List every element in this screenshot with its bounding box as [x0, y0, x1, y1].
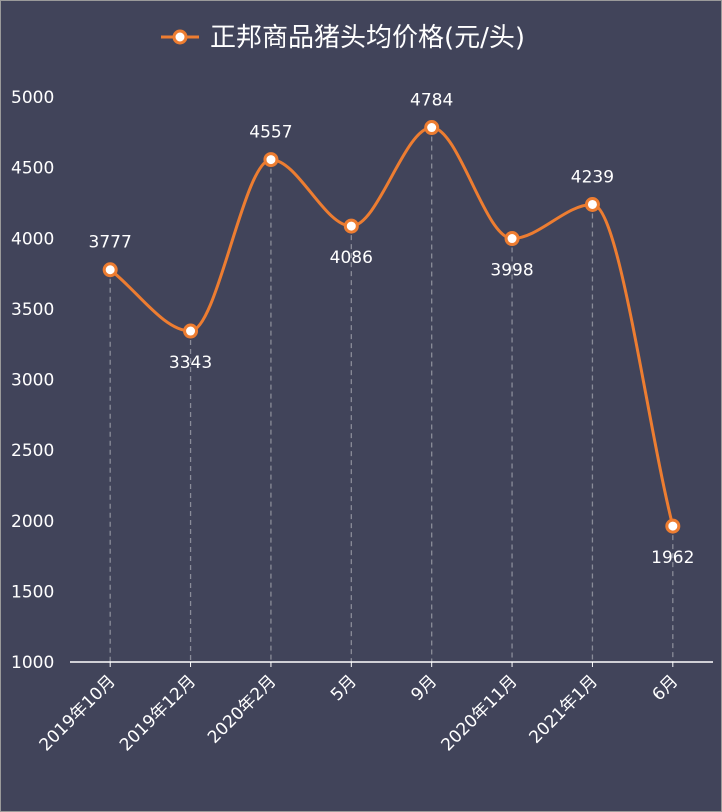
data-point-6	[584, 196, 600, 212]
data-point-5	[504, 231, 520, 247]
data-label-7: 1962	[651, 548, 694, 568]
data-point-3	[343, 218, 359, 234]
data-label-5: 3998	[490, 261, 533, 281]
data-labels: 3777 3343 4557 4086 4784 3998 4239 1962	[89, 91, 695, 569]
data-point-2	[263, 152, 279, 168]
drop-lines	[109, 127, 674, 662]
x-tick-label-5: 2020年11月	[438, 671, 522, 755]
legend-marker-swatch	[172, 29, 188, 45]
data-label-2: 4557	[249, 123, 292, 143]
data-label-4: 4784	[410, 91, 453, 111]
legend: 正邦商品猪头均价格(元/头)	[161, 23, 525, 53]
y-tick-label-2: 2000	[11, 512, 54, 532]
data-point-1	[183, 323, 199, 339]
data-label-6: 4239	[571, 167, 614, 187]
y-tick-label-6: 4000	[11, 229, 54, 249]
x-tick-label-7: 6月	[649, 671, 683, 705]
x-tick-label-6: 2021年1月	[526, 671, 602, 747]
data-label-1: 3343	[169, 353, 212, 373]
data-point-0	[102, 262, 118, 278]
data-points	[102, 120, 681, 534]
x-tick-label-2: 2020年2月	[204, 671, 280, 747]
x-tick-label-0: 2019年10月	[36, 671, 120, 755]
y-tick-label-5: 3500	[11, 300, 54, 320]
data-label-3: 4086	[330, 248, 373, 268]
y-tick-label-0: 1000	[11, 653, 54, 673]
y-axis-ticks: 1000 1500 2000 2500 3000 3500 4000 4500 5000	[11, 88, 54, 673]
y-tick-label-4: 3000	[11, 371, 54, 391]
y-tick-label-8: 5000	[11, 88, 54, 108]
y-tick-label-7: 4500	[11, 159, 54, 179]
series-line	[109, 126, 675, 527]
x-tick-label-4: 9月	[407, 671, 441, 705]
x-tick-label-3: 5月	[327, 671, 361, 705]
y-tick-label-1: 1500	[11, 582, 54, 602]
data-point-4	[424, 120, 440, 136]
data-label-0: 3777	[89, 233, 132, 253]
x-tick-label-1: 2019年12月	[116, 671, 200, 755]
chart-title: 正邦商品猪头均价格(元/头)	[210, 23, 525, 53]
y-tick-label-3: 2500	[11, 441, 54, 461]
data-point-7	[665, 518, 681, 534]
